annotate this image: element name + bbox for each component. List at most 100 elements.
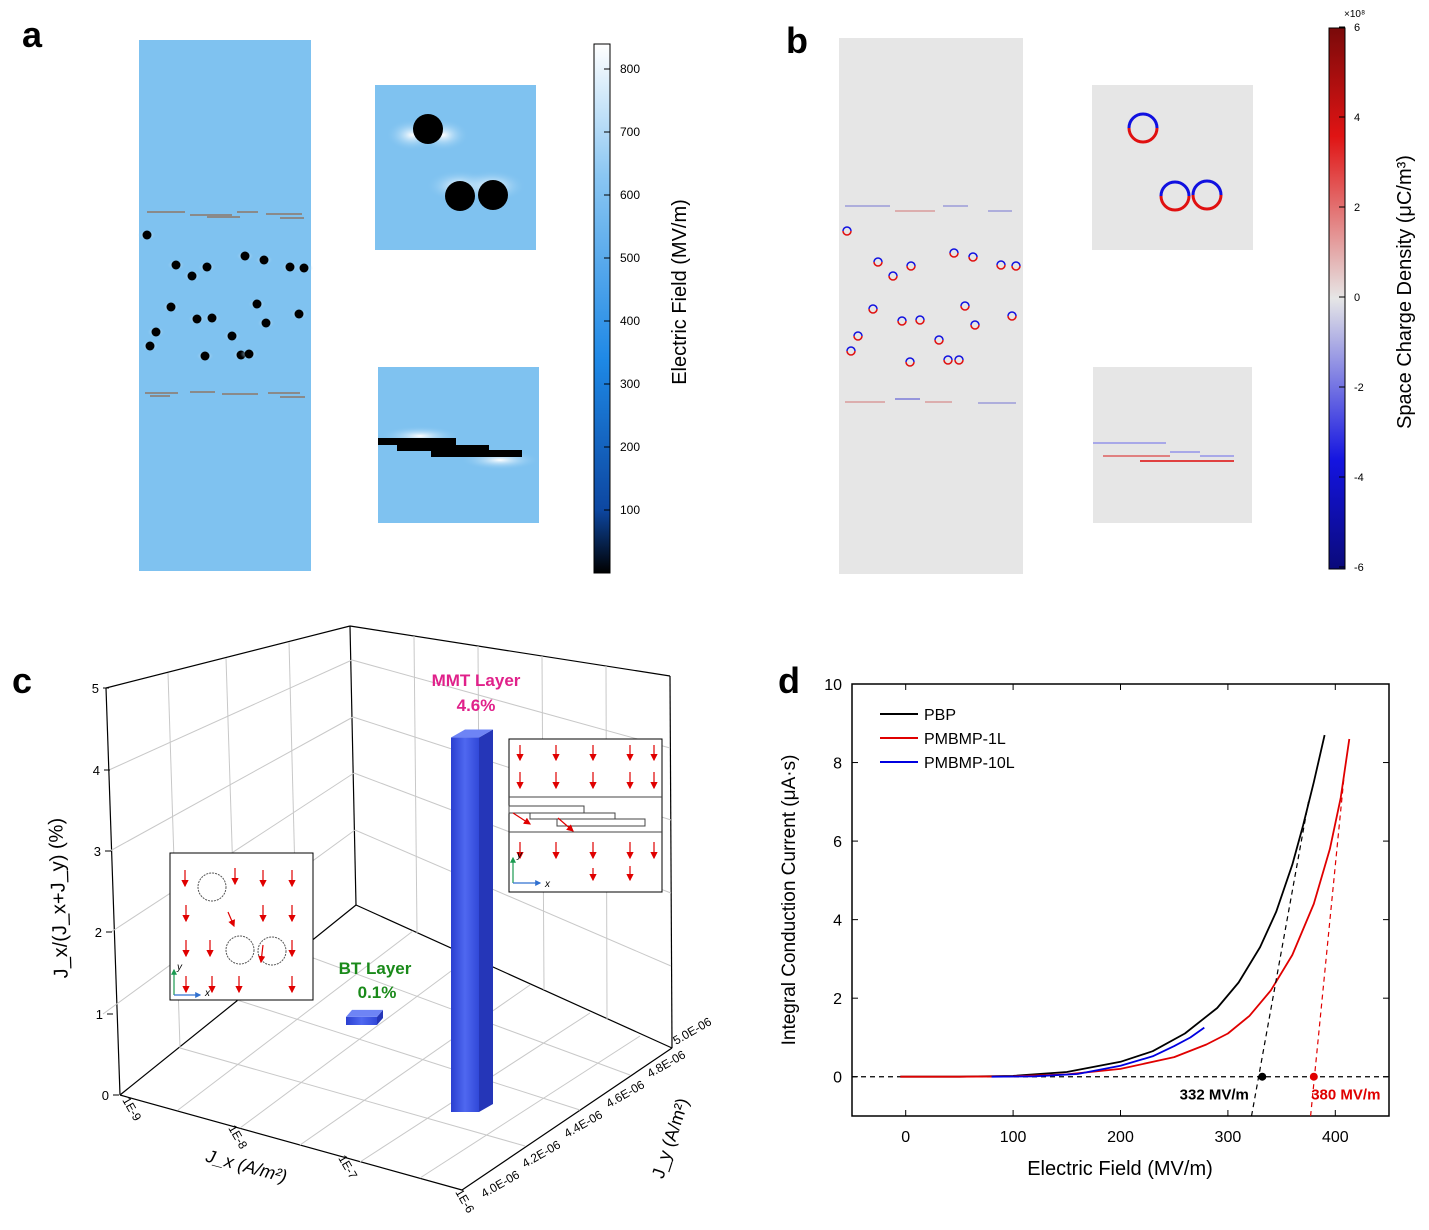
legend-d: PBP PMBMP-1L PMBMP-10L (880, 707, 1015, 772)
particle-negative-charge (846, 346, 856, 352)
z-axis-ticks: 0 1 2 3 4 5 (92, 681, 119, 1103)
inset-bt-current: y x (169, 852, 314, 1001)
colorbar-a-label: Electric Field (MV/m) (669, 199, 691, 385)
colorbar-tick-label: 300 (620, 377, 640, 391)
inset-axis-x: x (544, 879, 551, 890)
particle-positive-charge (846, 350, 856, 356)
mmt-charge-inset (1093, 442, 1234, 462)
bar-side (479, 729, 493, 1112)
particle-positive-charge (968, 256, 978, 262)
inset-axis-y: y (516, 850, 523, 861)
z-tick-label: 3 (94, 844, 101, 859)
inset-axis-y: y (176, 962, 183, 973)
y-tick-label: 2 (833, 991, 842, 1008)
mmt-layer-top (147, 211, 304, 219)
bar-top (451, 729, 493, 738)
y-tick-label: 4.0E-06 (479, 1167, 523, 1200)
annotations-d: 332 MV/m 380 MV/m (1180, 778, 1380, 1117)
breakdown-marker (1258, 1072, 1267, 1081)
particle-positive-charge (970, 324, 980, 330)
panel-letter-c: c (12, 660, 33, 701)
bt-particle (151, 327, 161, 337)
particle-negative-charge (1007, 311, 1017, 317)
bt-particle (285, 262, 295, 272)
plot-frame-d (851, 683, 1390, 1117)
bt-particle (261, 318, 271, 328)
particle-positive-charge (1007, 315, 1017, 321)
particle-positive-charge (949, 252, 959, 258)
bt-particle (171, 260, 181, 270)
colorbar-tick-label: 500 (620, 251, 640, 265)
particle-negative-charge (868, 304, 878, 310)
z-tick-label: 0 (102, 1088, 109, 1103)
mmt-charge-bottom (845, 398, 1016, 404)
colorbar-b (1328, 27, 1346, 570)
particle-negative-charge (906, 261, 916, 267)
particle-positive-charge (873, 261, 883, 267)
colorbar-tick-label: 4 (1354, 112, 1360, 124)
particle-positive-charge (1011, 265, 1021, 271)
bar-front-bt-layer (346, 1016, 377, 1025)
legend-label: PMBMP-1L (924, 731, 1006, 748)
y-tick-label: 10 (824, 677, 842, 694)
bt-particle (200, 351, 210, 361)
z-axis-label: J_x/(J_x+J_y) (%) (45, 818, 73, 979)
current-arrow (557, 817, 574, 832)
current-arrows (512, 745, 658, 882)
field-map-inset-particles (375, 85, 536, 250)
panel-letter-d: d (778, 660, 800, 701)
charge-map-main (839, 38, 1023, 574)
y-tick-label: 4.4E-06 (562, 1107, 606, 1140)
colorbar-b-label: Space Charge Density (μC/m³) (1394, 155, 1416, 429)
mmt-charge-top (845, 205, 1012, 212)
current-arrow (512, 812, 532, 825)
particle-positive-charge (960, 305, 970, 311)
bt-particles-charge (842, 226, 1021, 367)
inset-axis-x: x (204, 988, 211, 999)
colorbar-b-ticks: -6 -4 -2 0 2 4 6 (1339, 22, 1364, 574)
x-axis-label: J_x (A/m²) (203, 1146, 289, 1187)
current-arrows (181, 868, 296, 994)
colorbar-tick-label: 0 (1354, 292, 1360, 304)
bars-3d (346, 729, 493, 1112)
particle-positive-charge (888, 275, 898, 281)
particle-positive-charge (905, 361, 915, 367)
bt-particle-inset (478, 180, 508, 210)
y-tick-label: 5.0E-06 (671, 1014, 715, 1047)
particle-negative-charge (943, 355, 953, 361)
axis-ticks-d: 0 100 200 300 400 0 2 4 6 8 10 (824, 677, 1389, 1146)
x-tick-label: 1E-9 (119, 1095, 144, 1124)
particle-negative-charge (873, 257, 883, 263)
particle-negative-charge (897, 316, 907, 322)
bt-particle (240, 251, 250, 261)
particle-negative-charge (968, 252, 978, 258)
y-tick-label: 4.6E-06 (604, 1077, 648, 1110)
colorbar-a-ticks: 100 200 300 400 500 600 700 800 (604, 62, 640, 517)
bar-side (377, 1009, 383, 1025)
x-axis-label-d: Electric Field (MV/m) (1027, 1158, 1213, 1180)
mmt-layer-bottom (145, 391, 305, 398)
y-tick-label: 4.2E-06 (520, 1137, 564, 1170)
colorbar-tick-label: 6 (1354, 22, 1360, 34)
particle-positive-charge (853, 335, 863, 341)
particle-positive-charge (934, 339, 944, 345)
bt-value-label: 0.1% (358, 983, 397, 1002)
colorbar-tick-label: 400 (620, 314, 640, 328)
colorbar-tick-label: 600 (620, 188, 640, 202)
series-line-pbp (900, 734, 1326, 1078)
particle-negative-charge (888, 271, 898, 277)
mmt-value-label: 4.6% (457, 696, 496, 715)
bt-particle (202, 262, 212, 272)
current-arrow (258, 944, 266, 964)
particle-negative-charge (970, 320, 980, 326)
colorbar-tick-label: -4 (1354, 472, 1364, 484)
y-axis-label: J_y (A/m²) (648, 1096, 694, 1181)
colorbar-tick-label: 700 (620, 125, 640, 139)
inset-mmt-current: y x (508, 738, 663, 893)
x-tick-label: 100 (1000, 1129, 1027, 1146)
panel-letter-a: a (22, 14, 43, 55)
z-tick-label: 2 (95, 925, 102, 940)
particle-negative-charge (853, 331, 863, 337)
